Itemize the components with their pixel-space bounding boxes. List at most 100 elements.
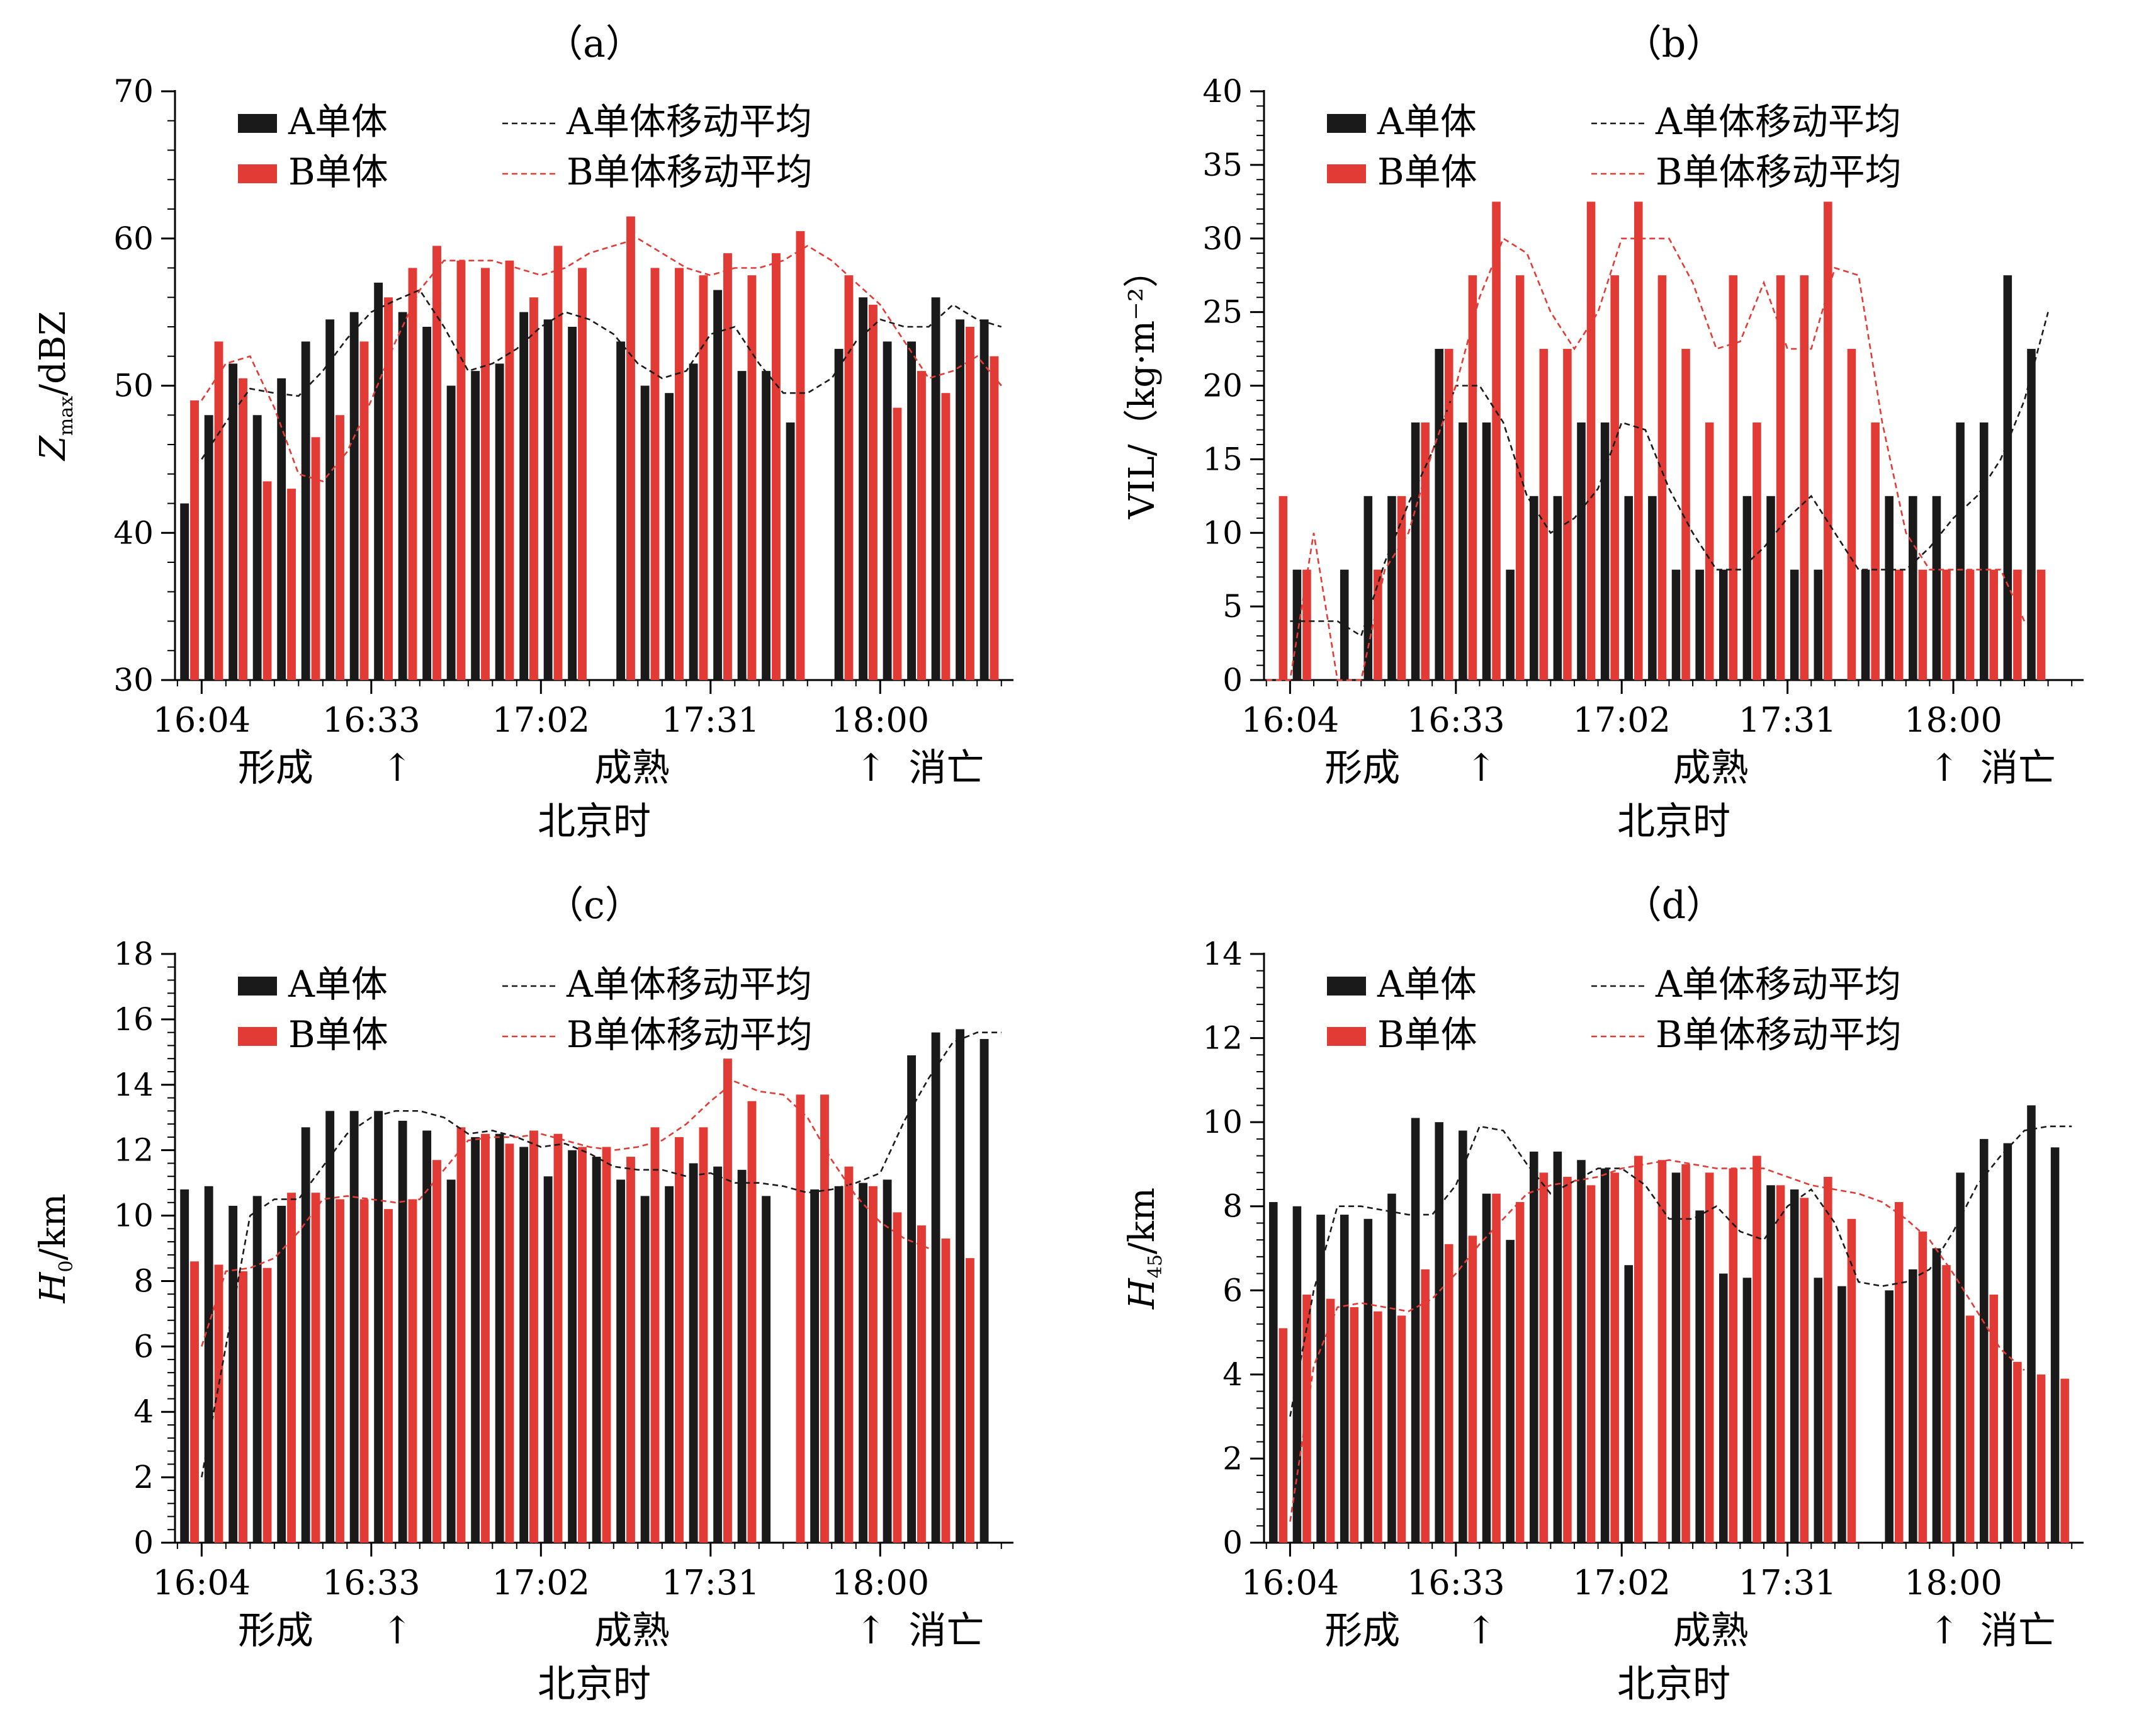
- bar-b: [772, 253, 781, 680]
- bar-a: [1624, 1265, 1634, 1543]
- bar-a: [301, 341, 310, 680]
- bar-a: [956, 1029, 965, 1543]
- bar-a: [471, 371, 480, 680]
- bar-a: [446, 385, 456, 680]
- bar-b: [1657, 1160, 1667, 1543]
- bar-b: [869, 304, 878, 680]
- phase-label-mature: 成熟: [594, 746, 670, 790]
- legend-swatch-a: [238, 114, 277, 133]
- bar-b: [941, 393, 951, 680]
- bar-b: [966, 1258, 974, 1543]
- bar-b: [1302, 569, 1311, 680]
- bar-b: [747, 275, 757, 680]
- x-tick-label: 17:31: [1739, 700, 1837, 740]
- bar-a: [495, 1133, 504, 1543]
- bar-b: [796, 231, 805, 680]
- x-tick-label: 17:31: [662, 700, 760, 740]
- bar-b: [456, 1127, 466, 1543]
- bar-a: [737, 371, 747, 680]
- x-tick-label: 16:33: [322, 1563, 420, 1603]
- bar-a: [2003, 275, 2012, 680]
- bar-b: [262, 481, 272, 680]
- bar-b: [408, 268, 417, 680]
- y-tick-label: 50: [113, 368, 154, 404]
- bar-a: [1411, 1118, 1420, 1543]
- y-tick-label: 25: [1202, 294, 1243, 331]
- x-tick-label: 16:04: [1241, 700, 1340, 740]
- bar-b: [1729, 275, 1738, 680]
- bar-a: [1387, 1193, 1396, 1543]
- legend-label-b-ma: B单体移动平均: [1656, 150, 1902, 193]
- bar-a: [398, 1120, 407, 1543]
- bar-b: [578, 268, 587, 680]
- x-axis-label: 北京时: [1617, 800, 1730, 844]
- bar-a: [907, 1055, 917, 1543]
- bar-a: [471, 1137, 480, 1543]
- y-tick-label: 2: [1222, 1440, 1243, 1477]
- legend-label-b-ma: B单体移动平均: [567, 150, 813, 193]
- bar-a: [689, 1163, 698, 1543]
- bar-b: [239, 378, 247, 680]
- phase-label-formation: 形成: [1324, 1609, 1400, 1653]
- bar-b: [820, 1094, 829, 1543]
- y-tick-label: 10: [1202, 1104, 1243, 1140]
- bar-a: [713, 290, 723, 680]
- legend-label-a-ma: A单体移动平均: [566, 963, 812, 1006]
- bar-b: [1918, 1231, 1927, 1543]
- bar-a: [422, 327, 432, 680]
- bar-b: [699, 1127, 708, 1543]
- phase-arrow-2: ↑: [855, 1609, 886, 1653]
- phase-label-dissipation: 消亡: [908, 746, 984, 790]
- bar-a: [2003, 1143, 2012, 1543]
- bar-b: [553, 246, 563, 680]
- phase-label-mature: 成熟: [1673, 746, 1749, 790]
- x-tick-label: 17:02: [1572, 700, 1671, 740]
- x-tick-label: 16:04: [1241, 1563, 1340, 1603]
- y-tick-label: 5: [1222, 588, 1243, 625]
- chart-title: （d）: [1624, 883, 1724, 928]
- bar-a: [665, 393, 674, 680]
- bar-a: [543, 319, 553, 680]
- bar-a: [277, 1205, 286, 1543]
- bar-a: [1482, 422, 1491, 680]
- bar-a: [1553, 1151, 1562, 1543]
- bar-b: [1492, 1193, 1501, 1543]
- phase-arrow-1: ↑: [381, 1609, 413, 1653]
- bar-b: [529, 297, 538, 680]
- y-tick-label: 40: [113, 514, 154, 551]
- bar-a: [592, 1157, 601, 1543]
- bar-b: [1942, 1265, 1951, 1543]
- bar-b: [578, 1147, 587, 1543]
- bar-a: [568, 327, 577, 680]
- phase-label-dissipation: 消亡: [1980, 746, 2056, 790]
- phase-label-formation: 形成: [1324, 746, 1400, 790]
- moving-average-line-b: [201, 237, 1002, 482]
- x-tick-label: 18:00: [1904, 1563, 2002, 1603]
- bar-b: [311, 437, 320, 680]
- y-tick-label: 0: [1222, 1524, 1243, 1561]
- bar-b: [214, 1264, 223, 1543]
- legend-swatch-a: [1327, 114, 1366, 133]
- bar-a: [931, 297, 940, 680]
- bar-a: [1600, 422, 1610, 680]
- bar-b: [1776, 275, 1785, 680]
- bar-a: [1577, 422, 1586, 680]
- bar-b: [650, 268, 660, 680]
- bar-a: [252, 1196, 262, 1543]
- y-tick-label: 30: [113, 662, 154, 698]
- y-tick-label: 35: [1202, 147, 1243, 183]
- y-tick-label: 18: [113, 936, 154, 972]
- bar-b: [1776, 1185, 1785, 1543]
- bar-b: [1894, 1202, 1904, 1543]
- chart-panel-d: （d） 0 2 4 6 8 10 12 14 16:04 16:33 17:02 17:31 18:00 形…: [1122, 883, 2084, 1706]
- bar-a: [834, 349, 844, 680]
- bar-b: [1965, 569, 1975, 680]
- bar-b: [456, 260, 466, 680]
- phase-arrow-1: ↑: [381, 746, 413, 790]
- bar-b: [359, 341, 369, 680]
- legend-label-a: A单体: [288, 100, 388, 143]
- moving-average-line-a: [1290, 312, 2049, 637]
- bar-a: [931, 1032, 940, 1543]
- phase-label-mature: 成熟: [594, 1609, 670, 1653]
- bar-a: [1459, 422, 1467, 680]
